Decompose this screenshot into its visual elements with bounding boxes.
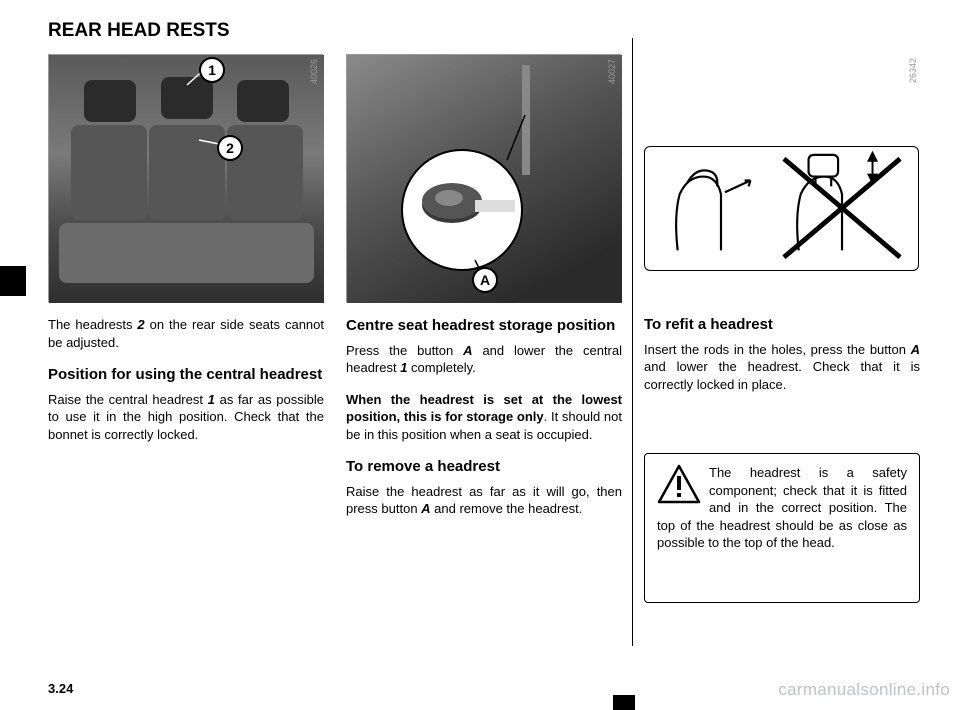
text: Press the button <box>346 343 463 358</box>
callout-1-label: 1 <box>208 62 216 78</box>
callout-1: 1 <box>199 57 225 83</box>
ref-2: 2 <box>137 317 144 332</box>
ref-a: A <box>463 343 472 358</box>
text: and remove the headrest. <box>431 501 583 516</box>
col1-para1: The headrests 2 on the rear side seats c… <box>48 316 324 351</box>
warning-box: The headrest is a safety component; chec… <box>644 453 920 603</box>
ref-1: 1 <box>208 392 215 407</box>
spacer <box>644 285 920 315</box>
col1-heading: Position for using the central headrest <box>48 365 324 385</box>
col2-heading1: Centre seat headrest storage position <box>346 316 622 336</box>
text: Raise the central headrest <box>48 392 208 407</box>
column-center: 40027 <box>346 54 622 603</box>
text: completely. <box>407 360 475 375</box>
callout-a-label: A <box>480 272 490 288</box>
text: and lower the headrest. Check that it is… <box>644 359 920 392</box>
col3-heading: To refit a headrest <box>644 315 920 335</box>
column-right: 26342 <box>644 54 920 603</box>
col2-heading2: To remove a headrest <box>346 457 622 477</box>
column-left: 40026 <box>48 54 324 603</box>
manual-page: REAR HEAD RESTS 40026 <box>0 0 960 710</box>
page-title: REAR HEAD RESTS <box>48 20 920 42</box>
col1-para2: Raise the central headrest 1 as far as p… <box>48 391 324 444</box>
image-code: 40027 <box>607 59 617 84</box>
text: The headrests <box>48 317 137 332</box>
ref-a: A <box>421 501 430 516</box>
figure-rear-seats: 40026 <box>48 54 323 302</box>
page-number: 3.24 <box>48 681 73 696</box>
col3-para1: Insert the rods in the holes, press the … <box>644 341 920 394</box>
diagram-headrest-adjust <box>644 146 919 271</box>
col2-para3: Raise the headrest as far as it will go,… <box>346 483 622 518</box>
figure-button-a: 40027 <box>346 54 621 302</box>
callout-2-label: 2 <box>226 140 234 156</box>
callout-2: 2 <box>217 135 243 161</box>
seat-photo-svg <box>49 55 324 303</box>
diagram-svg <box>645 147 918 270</box>
warning-icon <box>657 464 701 504</box>
watermark: carmanualsonline.info <box>778 680 950 700</box>
ref-a: A <box>911 342 920 357</box>
col2-para2: When the headrest is set at the lowest p… <box>346 391 622 444</box>
spacer: 26342 <box>644 54 920 146</box>
image-code: 26342 <box>908 58 918 83</box>
columns-wrap: 40026 <box>48 54 920 603</box>
callout-a: A <box>472 267 498 293</box>
col2-para1: Press the button A and lower the cen­tra… <box>346 342 622 377</box>
button-photo-svg <box>347 55 622 303</box>
text: Insert the rods in the holes, press the … <box>644 342 911 357</box>
image-code: 40026 <box>309 59 319 84</box>
